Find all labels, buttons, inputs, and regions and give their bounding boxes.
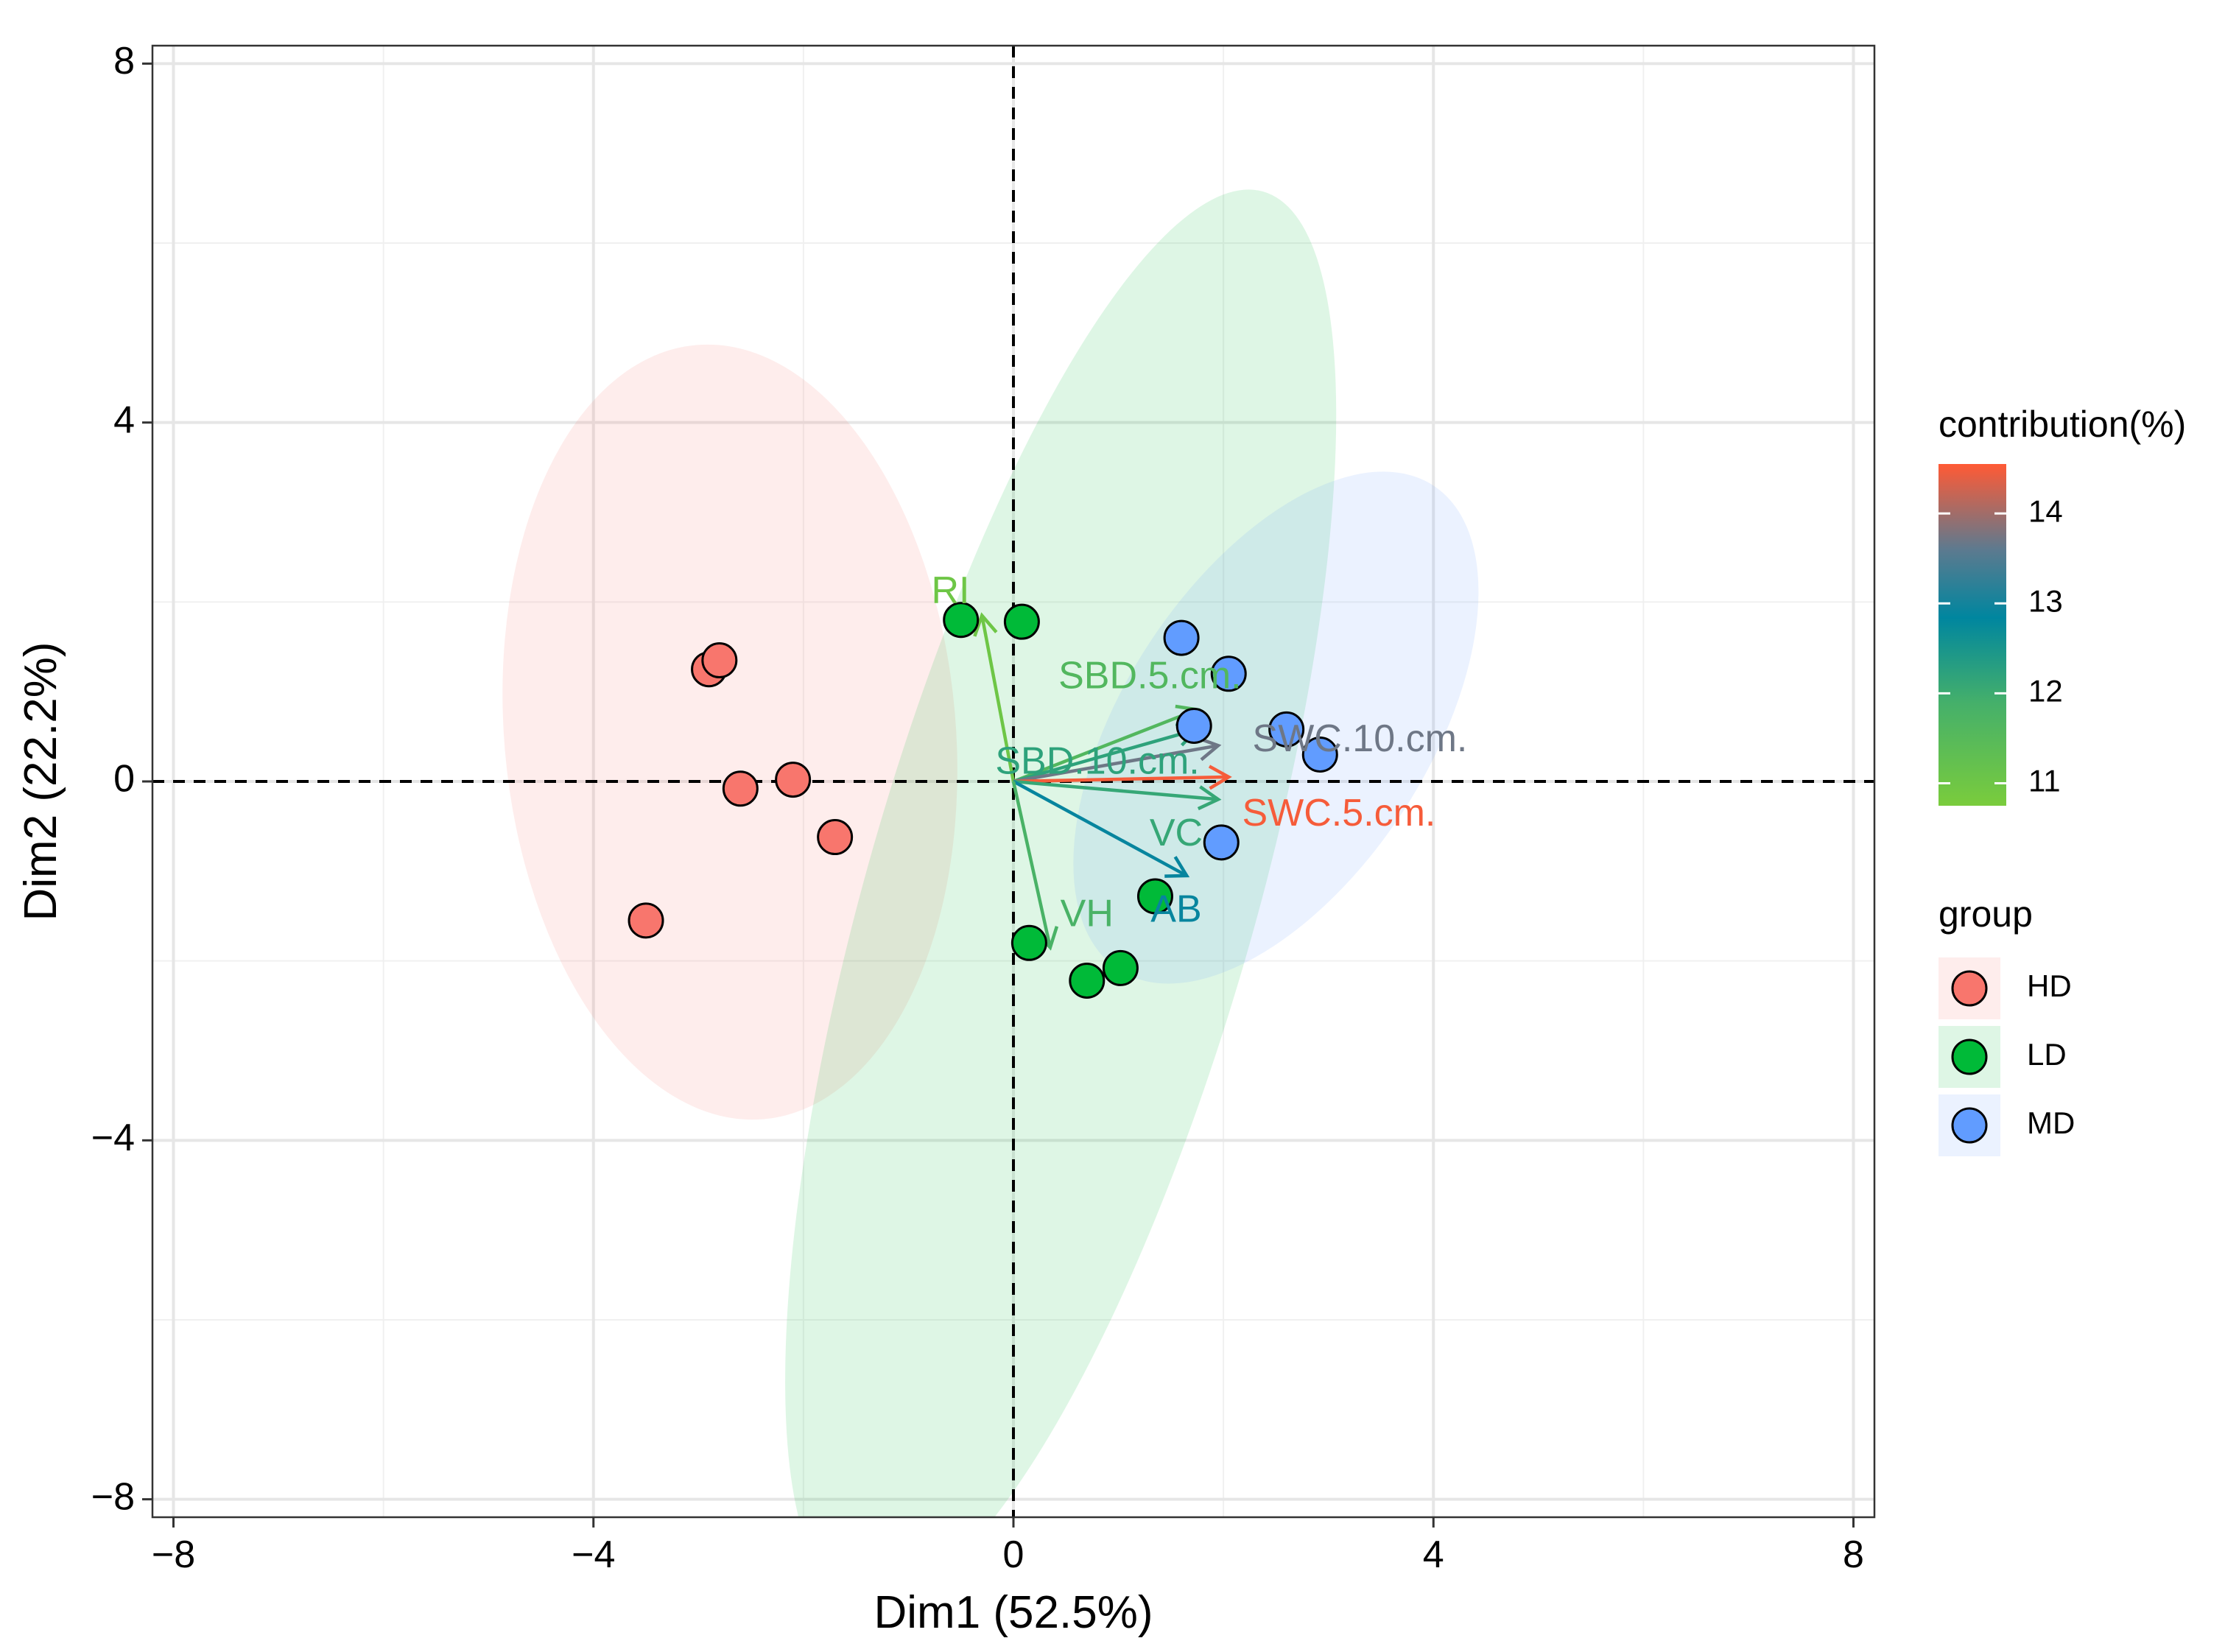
- colorbar-tick-label: 13: [2028, 583, 2063, 618]
- arrow-head: [1197, 785, 1222, 811]
- colorbar-tick-label: 11: [2028, 764, 2061, 798]
- point-ld: [1069, 962, 1106, 999]
- variable-label-swc-10-cm: SWC.10.cm.: [1253, 717, 1468, 760]
- point-ld: [1102, 949, 1139, 986]
- arrow-shaft: [1011, 781, 1052, 948]
- y-tick-label: 8: [113, 40, 135, 82]
- y-tick-label: −4: [91, 1117, 135, 1159]
- variable-label-ab: AB: [1150, 887, 1201, 930]
- legend-key-label: LD: [2027, 1037, 2067, 1072]
- legend-key-point: [1951, 970, 1988, 1007]
- arrow-shaft: [1013, 775, 1229, 784]
- legend-key-point: [1951, 1038, 1988, 1075]
- arrow-shaft: [1012, 780, 1188, 877]
- point-ld: [1010, 924, 1047, 961]
- legend-key-point: [1951, 1107, 1988, 1144]
- legend-key-ld: LD: [1939, 1026, 2067, 1088]
- legend: contribution(%) 14 13 12 11 group HD LD MD: [1939, 404, 2186, 1156]
- arrow-shaft: [1013, 728, 1198, 784]
- group-legend-keys: HD LD MD: [1939, 957, 2075, 1156]
- arrow-shaft: [980, 615, 1016, 782]
- legend-group-title: group: [1939, 893, 2033, 935]
- ellipse-hd: [502, 344, 957, 1120]
- arrow-head: [973, 612, 998, 637]
- point-hd: [722, 770, 759, 807]
- colorbar-ticks: 14 13 12 11: [1939, 493, 2063, 798]
- legend-key-label: HD: [2027, 969, 2072, 1003]
- point-md: [1268, 711, 1305, 748]
- arrow-shaft: [1013, 708, 1198, 784]
- point-md: [1175, 707, 1212, 744]
- x-tick-label: 0: [1003, 1533, 1024, 1576]
- arrow-head: [1164, 856, 1190, 878]
- arrow-head: [1208, 765, 1232, 790]
- x-tick-label: −8: [152, 1533, 195, 1576]
- legend-contribution-title: contribution(%): [1939, 404, 2186, 445]
- point-hd: [628, 902, 664, 939]
- arrow-shaft: [1013, 744, 1219, 784]
- point-md: [1301, 736, 1338, 773]
- x-tick-label: 8: [1843, 1533, 1864, 1576]
- arrow-swc-5-cm: [1013, 765, 1232, 790]
- x-tick-label: 4: [1423, 1533, 1444, 1576]
- variable-label-vh: VH: [1061, 892, 1114, 935]
- variable-label-vc: VC: [1150, 812, 1203, 854]
- y-tick-label: −8: [91, 1475, 135, 1518]
- legend-key-hd: HD: [1939, 957, 2072, 1019]
- arrow-vc: [1013, 779, 1222, 811]
- variable-label-swc-5-cm: SWC.5.cm.: [1242, 792, 1435, 834]
- arrow-shaft: [1013, 779, 1219, 801]
- variable-label-sbd-10-cm: SBD.10.cm.: [995, 739, 1199, 782]
- ellipse-ld: [785, 189, 1337, 1517]
- point-md: [1203, 824, 1240, 861]
- x-tick-label: −4: [572, 1533, 615, 1576]
- point-ld: [1003, 603, 1040, 640]
- point-ld: [943, 602, 980, 639]
- point-hd: [701, 642, 738, 679]
- contribution-colorbar: [1939, 464, 2006, 806]
- arrow-ab: [1012, 780, 1190, 878]
- y-tick-label: 4: [113, 398, 135, 441]
- variable-label-ri: RI: [931, 569, 969, 612]
- arrow-ri: [973, 612, 1016, 782]
- axes: −8 −4 0 4 8 −8 −4 0 4 8: [91, 40, 1864, 1576]
- point-md: [1163, 619, 1200, 656]
- legend-key-label: MD: [2027, 1106, 2075, 1140]
- colorbar-tick-label: 12: [2028, 673, 2063, 708]
- y-tick-label: 0: [113, 758, 135, 801]
- point-hd: [775, 762, 812, 798]
- reference-lines: [152, 46, 1874, 1517]
- y-axis-title: Dim2 (22.2%): [15, 642, 66, 921]
- legend-key-md: MD: [1939, 1094, 2075, 1156]
- colorbar-tick-label: 14: [2028, 493, 2063, 528]
- point-ld: [1136, 878, 1173, 915]
- variable-label-sbd-5-cm: SBD.5.cm.: [1058, 655, 1242, 697]
- x-axis-title: Dim1 (52.5%): [874, 1587, 1153, 1638]
- point-hd: [817, 819, 854, 856]
- individual-points: [628, 602, 1338, 999]
- point-md: [1210, 655, 1247, 692]
- variable-labels: RI SBD.5.cm. SBD.10.cm. SWC.10.cm. SWC.5.cm.…: [931, 569, 1467, 935]
